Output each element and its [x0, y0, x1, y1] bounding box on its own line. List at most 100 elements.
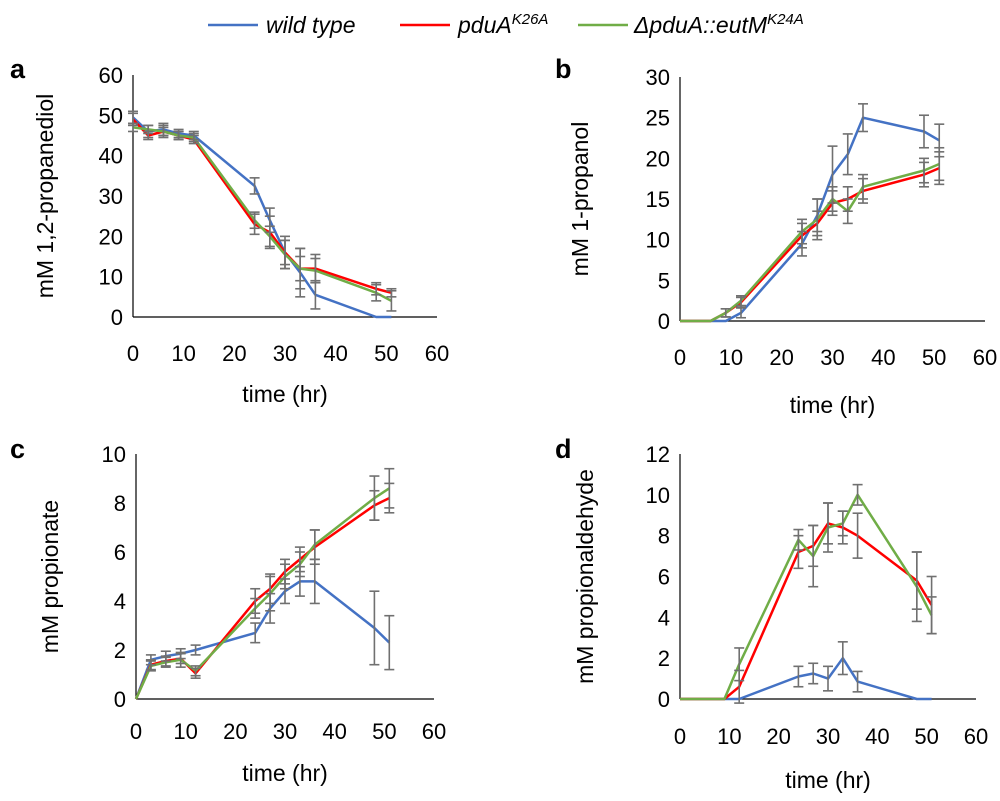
y-tick-label: 4 — [658, 605, 670, 630]
error-bar — [852, 670, 863, 693]
y-axis-label: mM propionate — [37, 500, 63, 653]
error-bar — [736, 307, 746, 319]
series-line — [680, 116, 940, 323]
error-bar — [793, 665, 804, 688]
error-bar — [280, 563, 290, 590]
y-tick-label: 4 — [114, 589, 126, 614]
error-bar — [926, 596, 937, 635]
x-tick-label: 60 — [425, 341, 449, 366]
legend-item: ΔpduA::eutMK24A — [578, 11, 804, 38]
x-tick-label: 30 — [820, 345, 844, 370]
x-axis-label: time (hr) — [242, 760, 328, 786]
error-bar — [808, 524, 819, 588]
x-tick-label: 20 — [766, 724, 790, 749]
panel-c: c 0 10 20 30 40 50 60 0 2 4 6 8 10 time (hr) mM propion… — [10, 434, 446, 786]
error-bar — [250, 622, 261, 644]
error-bar — [249, 211, 260, 230]
x-tick-label: 10 — [717, 724, 741, 749]
y-tick-label: 12 — [646, 442, 670, 467]
error-bar — [128, 122, 138, 133]
error-bar — [309, 529, 320, 561]
x-tick-label: 40 — [865, 724, 889, 749]
error-bar — [265, 575, 276, 612]
series-line — [132, 126, 392, 303]
panel-letter: a — [10, 54, 26, 84]
panel-letter: d — [555, 434, 572, 464]
y-tick-label: 8 — [658, 524, 670, 549]
y-tick-label: 0 — [111, 305, 123, 330]
y-tick-label: 10 — [646, 483, 670, 508]
error-bar — [823, 665, 833, 692]
x-tick-label: 30 — [816, 724, 840, 749]
x-tick-label: 40 — [871, 345, 895, 370]
error-bar — [852, 483, 863, 506]
error-bar — [934, 146, 945, 182]
y-tick-label: 20 — [99, 224, 123, 249]
legend: wild type pduAK26A ΔpduA::eutMK24A — [208, 11, 804, 38]
x-axis-label: time (hr) — [242, 381, 328, 407]
y-tick-label: 20 — [646, 146, 670, 171]
error-bar — [837, 641, 848, 676]
legend-name: pduA — [457, 12, 512, 38]
y-tick-label: 0 — [114, 687, 126, 712]
series-line — [680, 162, 940, 323]
error-bar — [145, 660, 156, 672]
panel-letter: c — [10, 434, 25, 464]
error-bar — [369, 590, 380, 666]
error-bar — [384, 614, 395, 671]
x-tick-label: 10 — [719, 345, 743, 370]
series-line — [132, 116, 392, 319]
y-tick-label: 50 — [99, 103, 123, 128]
x-tick-label: 20 — [222, 341, 246, 366]
error-bar — [190, 644, 201, 656]
error-bar — [264, 225, 275, 248]
legend-sup: K24A — [767, 11, 804, 28]
error-bar — [310, 257, 321, 284]
y-tick-label: 6 — [114, 540, 126, 565]
series-line — [134, 487, 390, 700]
x-tick-label: 0 — [674, 724, 686, 749]
x-tick-label: 50 — [372, 719, 396, 744]
error-bar — [280, 239, 290, 270]
x-tick-label: 0 — [127, 341, 139, 366]
error-bar — [720, 307, 731, 318]
y-tick-label: 0 — [658, 687, 670, 712]
x-tick-label: 60 — [964, 724, 988, 749]
legend-label: ΔpduA::eutMK24A — [633, 11, 804, 38]
error-bar — [812, 198, 823, 241]
y-tick-label: 2 — [658, 646, 670, 671]
x-tick-label: 50 — [922, 345, 946, 370]
x-tick-label: 40 — [322, 719, 346, 744]
panel-b: b 0 10 20 30 40 50 60 0 5 10 15 20 25 30 time (hr) mM 1-… — [555, 54, 997, 418]
error-bar — [827, 186, 838, 212]
error-bar — [842, 133, 853, 176]
error-bar — [858, 103, 868, 133]
y-tick-label: 5 — [658, 268, 670, 293]
error-bar — [371, 283, 382, 302]
y-tick-label: 8 — [114, 491, 126, 516]
y-tick-label: 15 — [646, 187, 670, 212]
series-line — [680, 166, 940, 323]
error-bar — [158, 126, 169, 137]
y-tick-label: 6 — [658, 565, 670, 590]
legend-item: wild type — [208, 12, 355, 38]
error-bar — [842, 198, 853, 225]
y-tick-label: 60 — [99, 63, 123, 88]
y-tick-label: 30 — [646, 65, 670, 90]
series-line — [680, 656, 932, 701]
error-bar — [386, 289, 397, 312]
y-axis-label: mM propionaldehyde — [572, 469, 598, 684]
error-bar — [852, 512, 863, 559]
error-bar — [295, 255, 306, 282]
x-tick-label: 50 — [374, 341, 398, 366]
legend-item: pduAK26A — [400, 11, 548, 38]
y-tick-label: 40 — [99, 144, 123, 169]
y-axis-label: mM 1,2-propanediol — [32, 94, 58, 299]
error-bar — [919, 114, 929, 149]
x-tick-label: 30 — [273, 719, 297, 744]
legend-label: wild type — [266, 12, 355, 38]
error-bar — [911, 551, 922, 623]
error-bar — [190, 665, 201, 677]
panel-letter: b — [555, 54, 572, 84]
